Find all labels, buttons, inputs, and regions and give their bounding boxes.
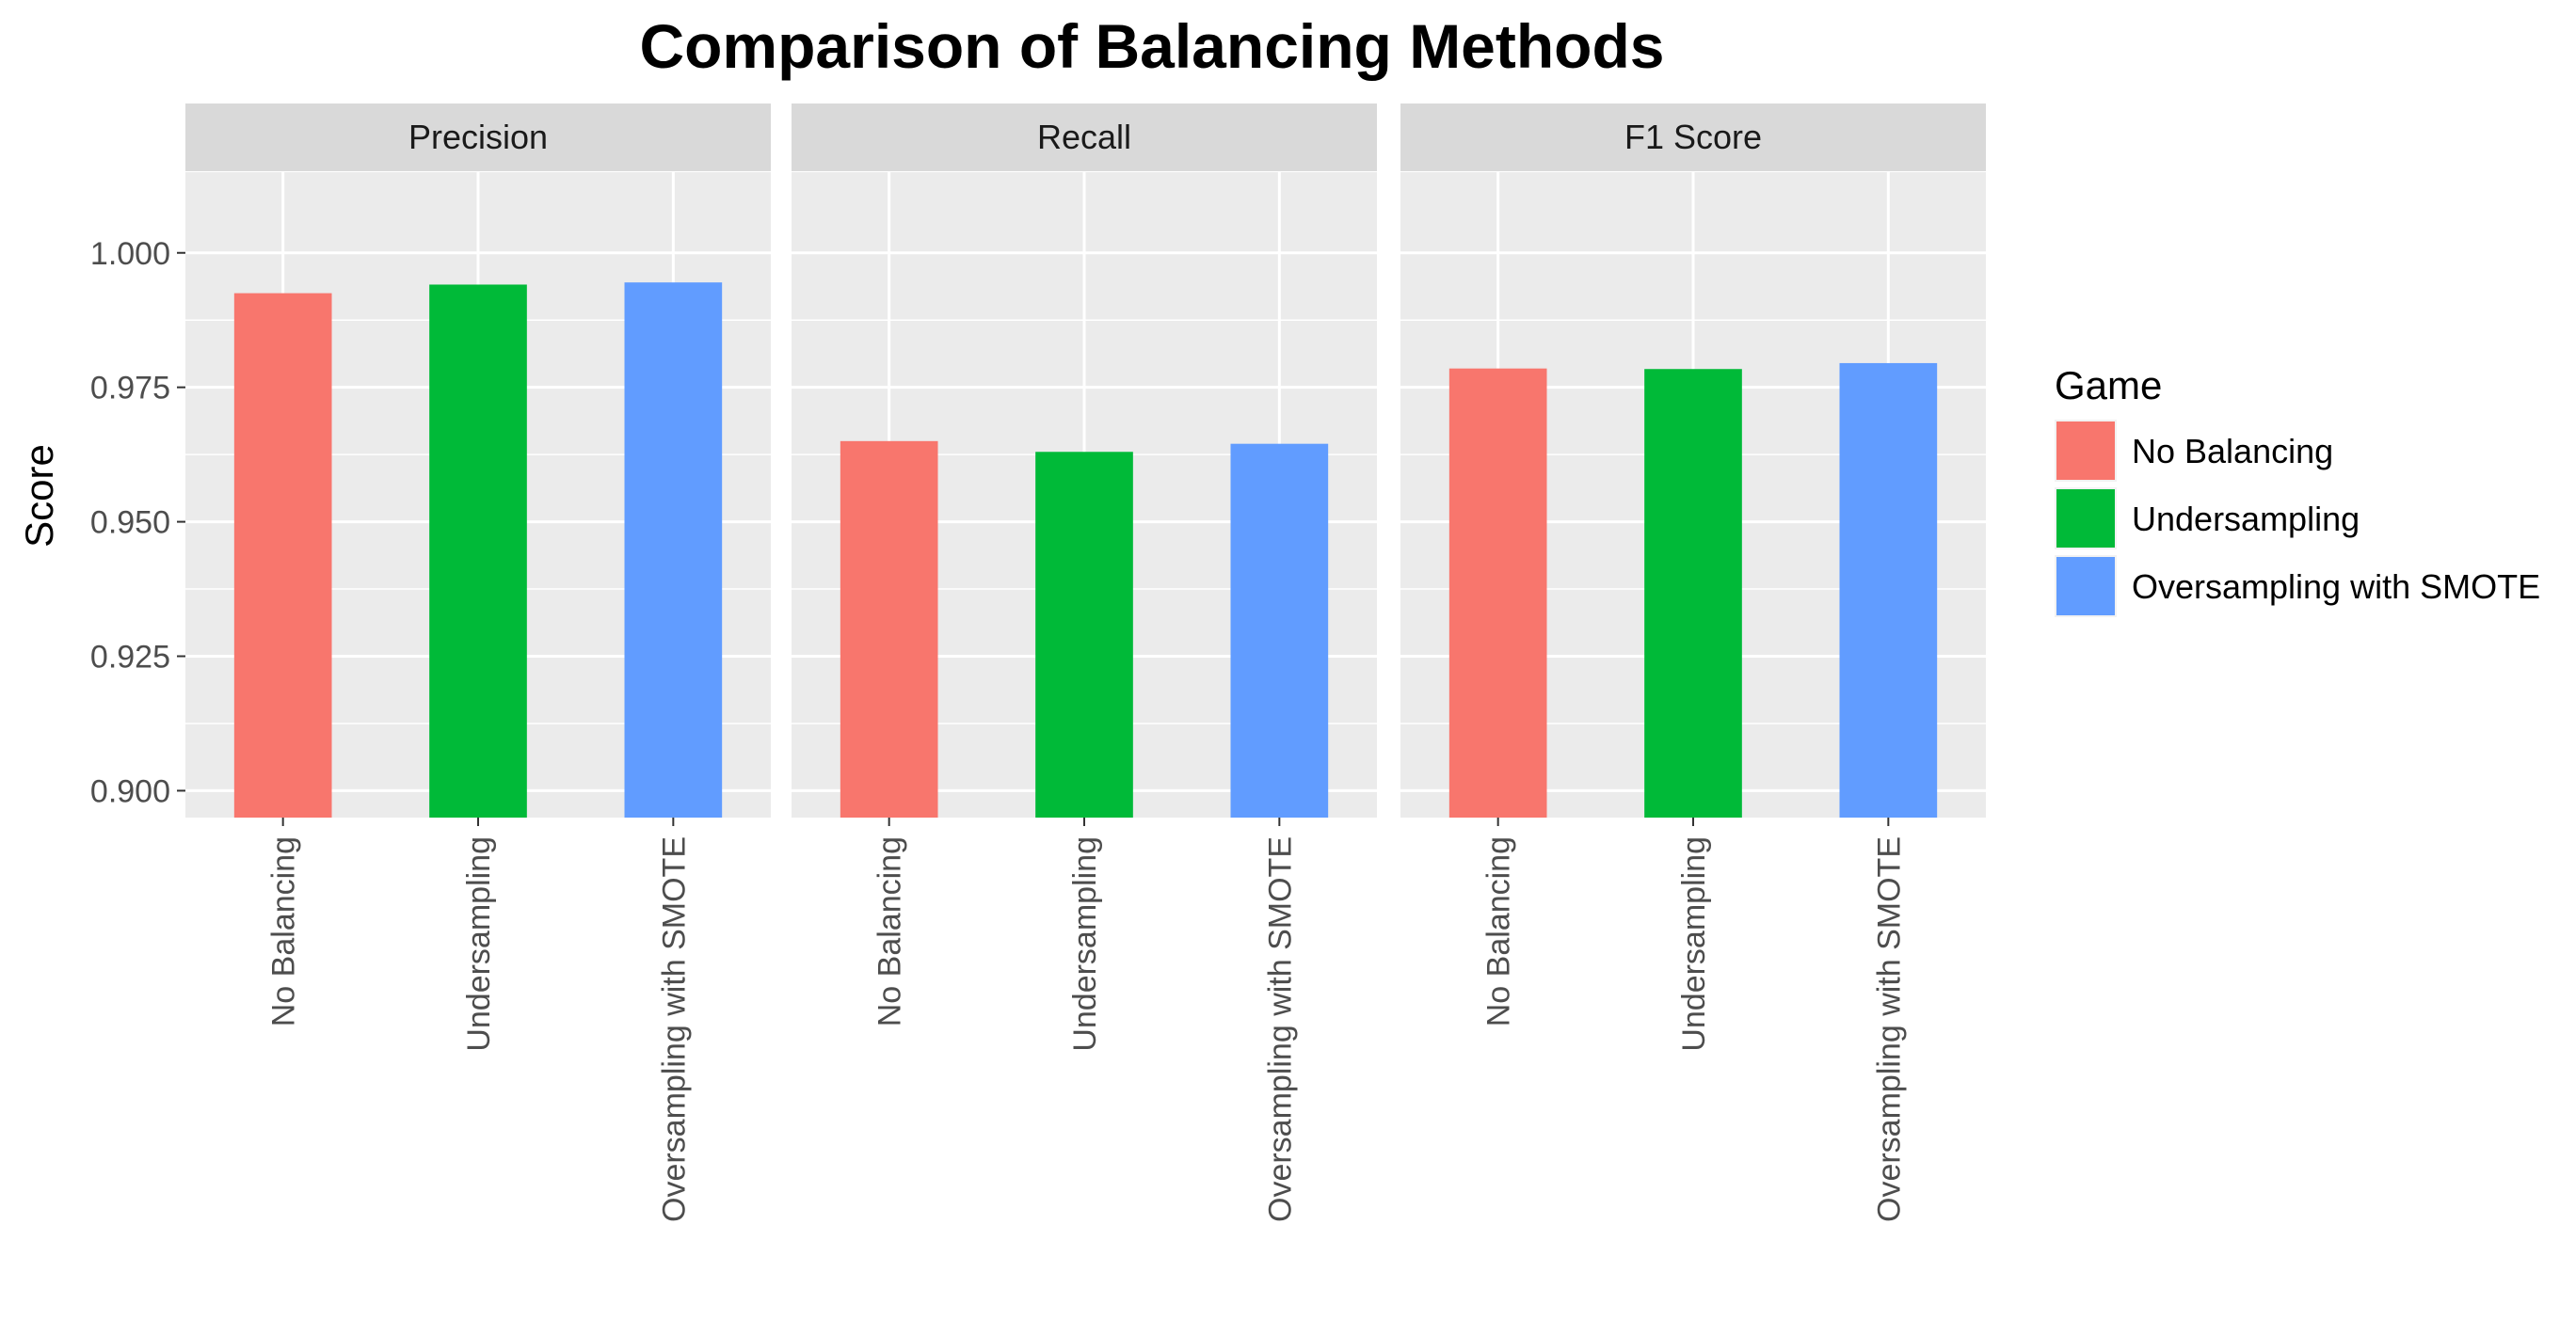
- x-tick-label: Undersampling: [1067, 836, 1103, 1052]
- bar: [233, 293, 332, 818]
- y-tick-label: 0.900: [90, 773, 170, 809]
- chart-title: Comparison of Balancing Methods: [639, 11, 1664, 81]
- legend-swatch: [2056, 557, 2115, 615]
- facet-panel: Precision No Balancing Undersampling Oversa…: [185, 103, 771, 1222]
- y-tick-label: 0.975: [90, 371, 170, 406]
- bar: [1230, 443, 1329, 818]
- facet-strip: [1400, 103, 1986, 171]
- facet-strip: [185, 103, 771, 171]
- x-tick-label: No Balancing: [872, 836, 908, 1026]
- y-tick-label: 1.000: [90, 236, 170, 272]
- facet-panel: F1 Score No Balancing Undersampling Oversam…: [1400, 103, 1986, 1222]
- facet-strip-label: Precision: [408, 118, 548, 156]
- facet-panel: Recall No Balancing Undersampling Oversampl…: [792, 103, 1377, 1222]
- bar: [1035, 452, 1133, 818]
- y-tick-label: 0.925: [90, 640, 170, 676]
- x-tick-label: No Balancing: [266, 836, 302, 1026]
- legend-swatch: [2056, 489, 2115, 548]
- legend: Game No Balancing Undersampling Oversampli…: [2055, 363, 2540, 617]
- x-tick-label: Oversampling with SMOTE: [1871, 836, 1907, 1222]
- x-tick-label: Undersampling: [1676, 836, 1712, 1052]
- facet-strip-label: F1 Score: [1624, 118, 1762, 156]
- facet-strip-label: Recall: [1037, 118, 1131, 156]
- bar: [429, 284, 527, 818]
- x-tick-label: Oversampling with SMOTE: [656, 836, 692, 1222]
- legend-label: Undersampling: [2132, 500, 2360, 538]
- legend-label: Oversampling with SMOTE: [2132, 567, 2540, 606]
- y-axis-title: Score: [17, 444, 61, 548]
- facet-strip: [792, 103, 1377, 171]
- bar: [624, 282, 723, 819]
- legend-title: Game: [2055, 363, 2162, 407]
- x-tick-label: Undersampling: [461, 836, 497, 1052]
- bar: [1448, 368, 1547, 818]
- x-tick-label: Oversampling with SMOTE: [1262, 836, 1298, 1222]
- bar: [1839, 362, 1938, 818]
- bar: [1644, 369, 1742, 818]
- legend-entries: No Balancing Undersampling Oversampling wi…: [2055, 420, 2540, 617]
- bar: [840, 440, 938, 818]
- y-tick-label: 0.950: [90, 505, 170, 541]
- legend-label: No Balancing: [2132, 432, 2333, 470]
- facet-panels: Precision No Balancing Undersampling Oversa…: [185, 103, 1986, 1222]
- x-tick-label: No Balancing: [1481, 836, 1517, 1026]
- y-axis-ticks: 0.900 0.925 0.950 0.975 1.000: [90, 236, 185, 809]
- legend-swatch: [2056, 421, 2115, 480]
